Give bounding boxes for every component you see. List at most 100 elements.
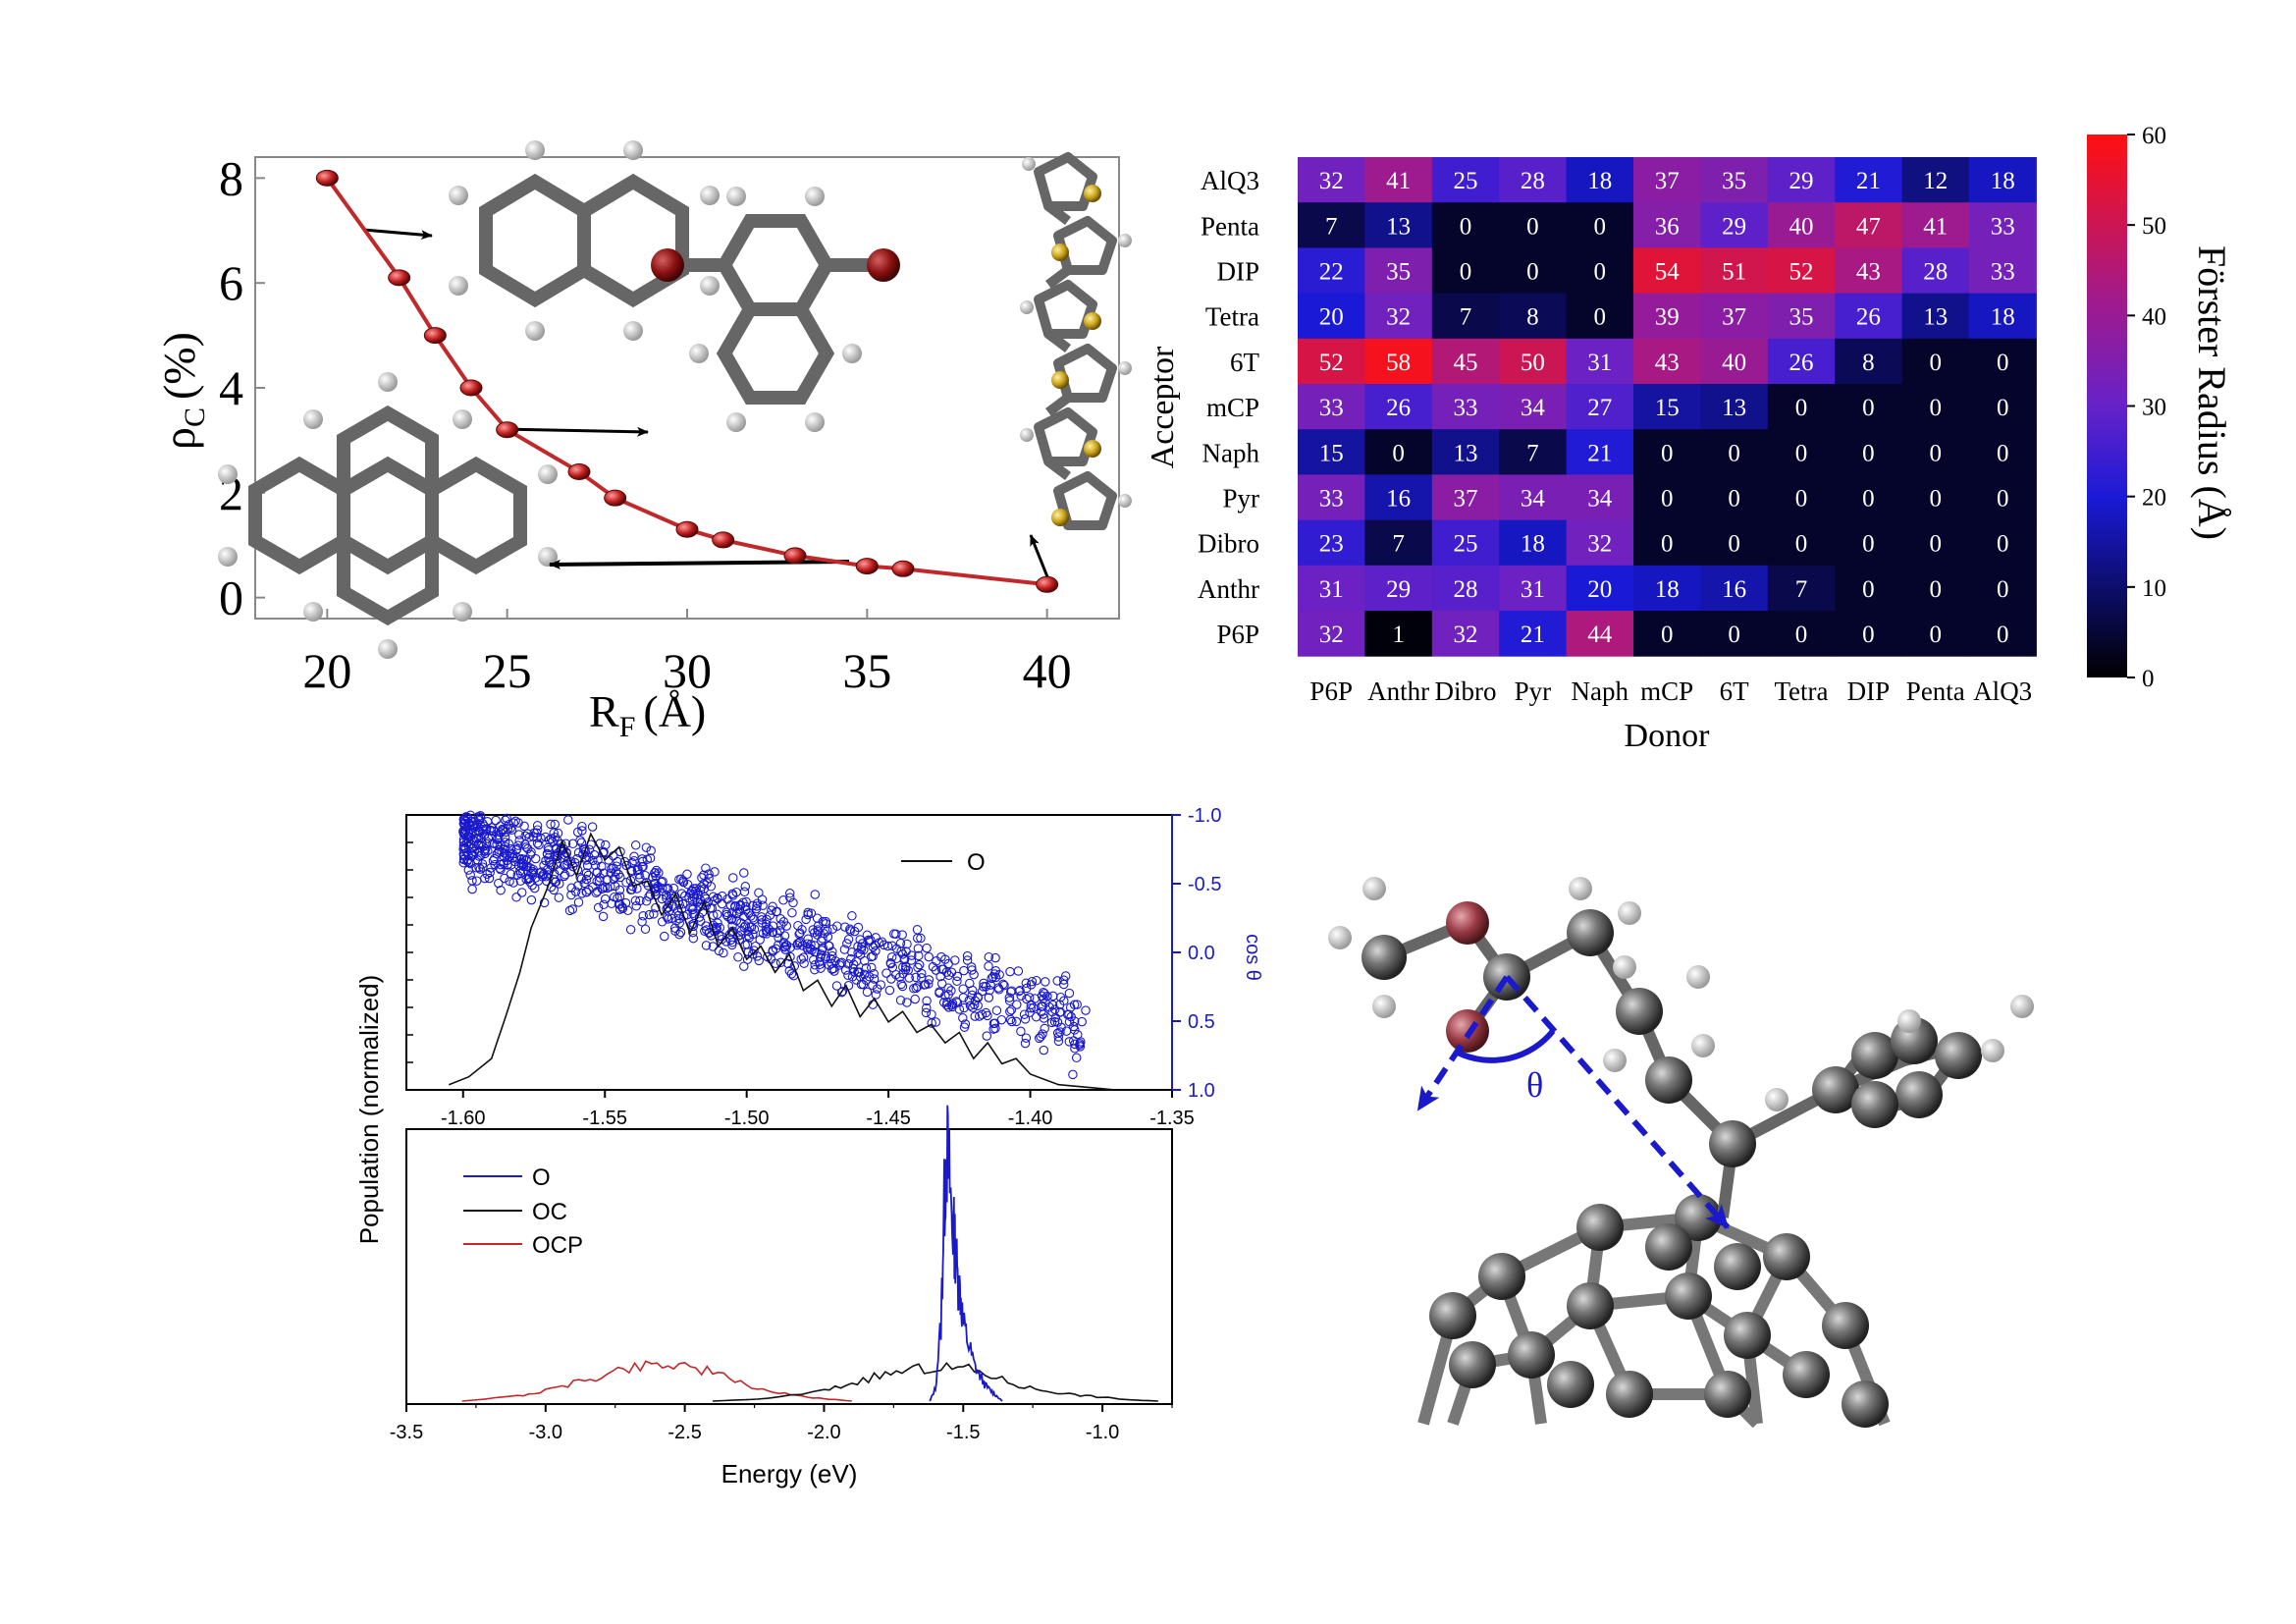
scatter-point <box>511 893 521 902</box>
heatmap-cell <box>1364 293 1433 340</box>
acceptor-label: Penta <box>1201 211 1259 241</box>
scatter-point <box>532 825 543 835</box>
scatter-point <box>581 868 592 878</box>
cell-value: 26 <box>1386 395 1411 421</box>
scatter-point <box>713 893 722 903</box>
scatter-point <box>1071 1053 1082 1063</box>
scatter-point <box>506 843 516 854</box>
colorbar <box>2087 135 2127 677</box>
scatter-point <box>506 869 516 879</box>
heatmap-cell <box>1298 293 1365 340</box>
cell-value: 0 <box>1795 531 1808 558</box>
scatter-point <box>546 819 556 830</box>
cell-value: 29 <box>1789 168 1814 194</box>
heatmap-cell <box>1431 565 1500 612</box>
scatter-point <box>575 836 585 845</box>
data-point <box>712 531 735 549</box>
x-tick-label: -1.5 <box>946 1422 980 1443</box>
scatter-point <box>1015 985 1025 996</box>
scatter-point <box>765 910 775 920</box>
heatmap-cell <box>1633 474 1701 521</box>
naphthalene-icon <box>449 140 720 341</box>
scatter-point <box>818 934 828 944</box>
colorbar-tick-label: 10 <box>2142 575 2166 602</box>
heatmap-cell <box>1364 565 1433 612</box>
scatter-point <box>699 870 709 880</box>
scatter-point <box>837 986 848 997</box>
scatter-point <box>593 855 603 865</box>
lower-plot-frame <box>405 1128 1173 1405</box>
donor-label: Naph <box>1572 677 1629 706</box>
donor-label: P6P <box>1309 677 1353 706</box>
cell-value: 0 <box>1997 440 2009 466</box>
scatter-point <box>474 816 484 826</box>
scatter-point <box>594 876 605 886</box>
scatter-point <box>911 983 921 994</box>
scatter-point <box>623 905 633 916</box>
scatter-point <box>476 840 486 850</box>
scatter-point <box>803 939 813 948</box>
donor-label: Anthr <box>1367 677 1429 706</box>
scatter-point <box>882 941 893 951</box>
cell-value: 0 <box>1997 622 2009 648</box>
scatter-point <box>1005 966 1015 977</box>
scatter-point <box>460 826 471 836</box>
y-tick-label: 6 <box>219 255 243 310</box>
heatmap-cell <box>1969 519 2037 567</box>
scatter-point <box>962 950 973 961</box>
data-point <box>567 462 591 480</box>
dibromo-naphthalene-icon <box>651 187 900 432</box>
scatter-point <box>465 810 476 821</box>
scatter-point <box>519 821 529 832</box>
scatter-point <box>784 966 795 976</box>
cell-value: 32 <box>1319 622 1344 648</box>
donor-label: DIP <box>1847 677 1891 706</box>
scatter-point <box>960 1019 971 1029</box>
heatmap-cell <box>1633 338 1701 385</box>
population-axis-label: Population (normalized) <box>354 975 384 1245</box>
scatter-point <box>922 1002 932 1013</box>
scatter-point <box>560 871 569 882</box>
scatter-point <box>749 924 760 935</box>
scatter-point <box>648 872 658 883</box>
scatter-point <box>496 828 506 838</box>
heatmap-cell <box>1364 429 1433 475</box>
heatmap-cell <box>1431 338 1500 385</box>
scatter-point <box>815 959 826 970</box>
scatter-point <box>717 934 727 945</box>
scatter-point <box>973 992 983 1002</box>
scatter-point <box>528 866 538 877</box>
scatter-point <box>474 851 484 861</box>
cell-value: 0 <box>1728 440 1740 466</box>
scatter-point <box>708 942 719 951</box>
scatter-point <box>824 941 833 950</box>
scatter-point <box>810 964 820 975</box>
scatter-point <box>861 963 872 973</box>
scatter-point <box>573 897 584 907</box>
heatmap-cell <box>1969 293 2037 340</box>
scatter-point <box>721 907 731 918</box>
scatter-point <box>990 952 1000 963</box>
heatmap-cell <box>1969 338 2037 385</box>
scatter-point <box>799 958 809 968</box>
scatter-point <box>1052 1028 1063 1038</box>
heatmap-cell <box>1499 611 1568 657</box>
scatter-point <box>653 881 663 892</box>
scatter-point <box>1030 994 1041 1003</box>
heatmap-cell <box>1431 519 1500 567</box>
cell-value: 0 <box>1997 395 2009 421</box>
scatter-point <box>748 929 758 940</box>
scatter-point <box>921 1007 932 1018</box>
scatter-point <box>1052 976 1062 986</box>
x-tick-label: -1.50 <box>724 1108 770 1129</box>
cell-value: 0 <box>1661 622 1674 648</box>
heatmap-cell <box>1700 338 1769 385</box>
cell-value: 29 <box>1386 576 1411 603</box>
scatter-point <box>494 878 504 889</box>
scatter-point <box>988 1018 999 1029</box>
heatmap-cell <box>1499 202 1568 248</box>
cell-value: 23 <box>1319 531 1344 558</box>
x-tick-label: 20 <box>302 643 351 698</box>
cell-value: 0 <box>1930 576 1943 603</box>
scatter-point <box>496 864 506 875</box>
